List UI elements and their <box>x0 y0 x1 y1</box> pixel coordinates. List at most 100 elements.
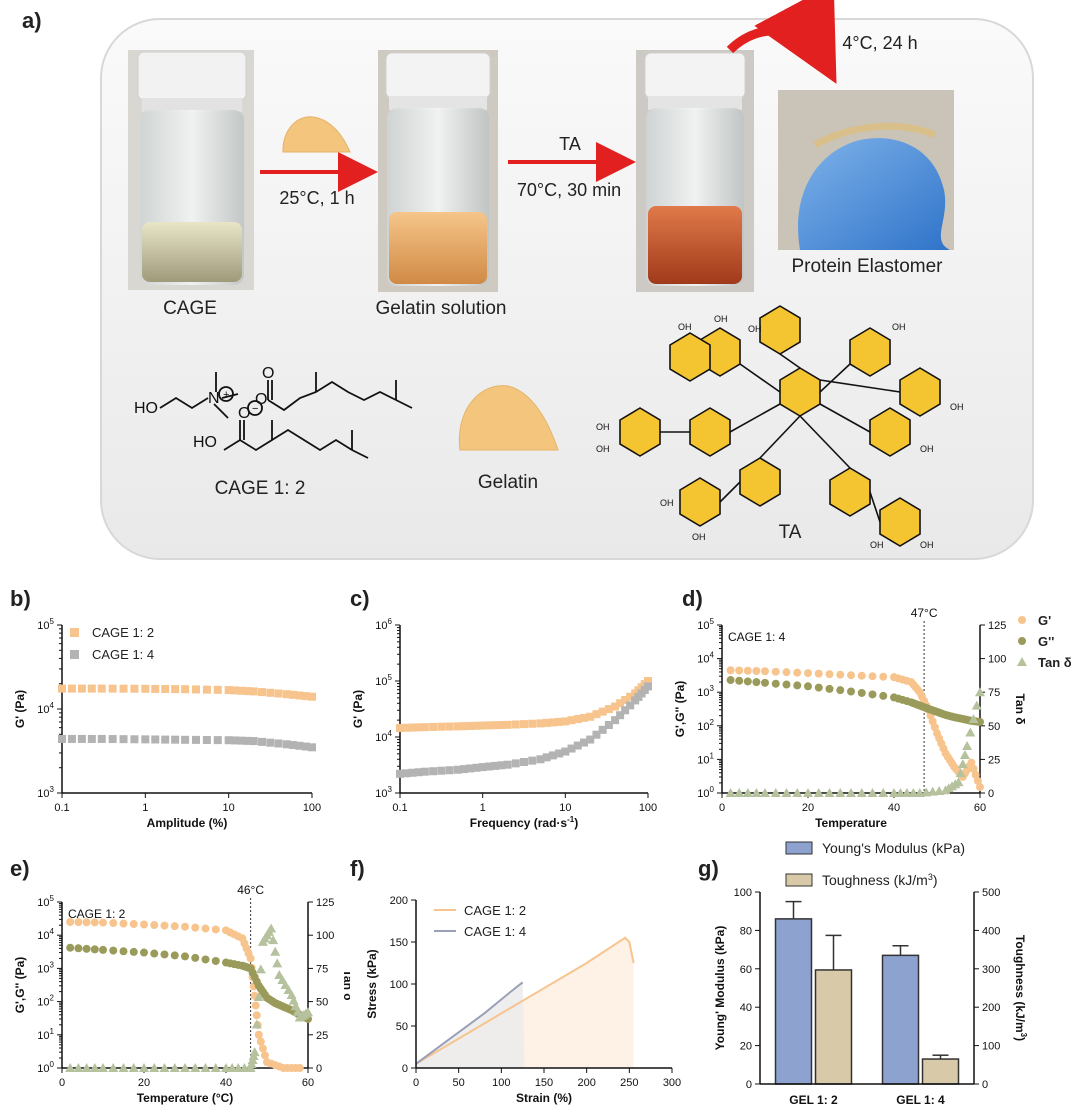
y2-tick-label: 0 <box>316 1063 322 1075</box>
x-axis-label: Frequency (rad·s-1) <box>470 815 578 830</box>
y-tick-label: 103 <box>375 785 392 800</box>
data-point <box>725 788 736 797</box>
data-point <box>66 943 75 952</box>
data-point <box>74 944 83 953</box>
data-point <box>460 765 469 774</box>
data-point <box>224 686 233 695</box>
data-point <box>396 769 404 778</box>
data-point <box>743 666 752 675</box>
data-point <box>67 734 76 743</box>
data-point <box>771 679 780 688</box>
data-point <box>726 666 735 675</box>
y-tick-label: 0 <box>402 1063 408 1075</box>
data-point <box>542 718 551 727</box>
data-point <box>445 766 454 775</box>
y2-tick-label: 125 <box>988 620 1006 632</box>
protein-elastomer-photo <box>778 90 954 250</box>
data-point <box>190 1063 201 1072</box>
data-point <box>971 700 982 710</box>
y-tick-label: 20 <box>740 1041 752 1053</box>
data-point <box>592 710 601 719</box>
x-tick-label: 60 <box>302 1077 314 1089</box>
x-tick-label: 0 <box>719 802 725 814</box>
data-point <box>118 1063 129 1072</box>
data-point <box>847 687 855 696</box>
y-tick-label: 103 <box>697 684 714 699</box>
data-point <box>726 676 735 685</box>
data-point <box>542 753 551 762</box>
x-tick-label: 0 <box>413 1077 419 1089</box>
data-point <box>867 788 878 797</box>
data-point <box>453 722 462 731</box>
data-point <box>752 678 761 687</box>
data-point <box>67 684 76 693</box>
data-point <box>466 721 475 730</box>
x-tick-label: 10 <box>223 802 235 814</box>
data-point <box>201 924 210 933</box>
data-point <box>211 957 220 966</box>
y2-tick-label: 25 <box>316 1030 328 1042</box>
y-tick-label: 101 <box>37 1027 54 1042</box>
arrow-step-3 <box>726 0 837 84</box>
data-point <box>793 668 802 677</box>
y-tick-label: 104 <box>697 651 714 666</box>
data-point <box>201 955 210 964</box>
data-point <box>771 667 780 676</box>
x-axis-label: Amplitude (%) <box>147 816 228 830</box>
panel-label-b: b) <box>10 586 31 611</box>
data-point <box>792 788 803 797</box>
y2-tick-label: 50 <box>316 997 328 1009</box>
y-tick-label: 50 <box>396 1021 408 1033</box>
data-point <box>274 689 283 698</box>
data-point <box>160 921 169 930</box>
data-point <box>73 1063 84 1072</box>
data-point <box>846 788 856 797</box>
data-point <box>108 1063 119 1072</box>
data-point <box>429 722 438 731</box>
x-tick-label: GEL 1: 2 <box>789 1093 838 1107</box>
data-point <box>266 738 275 747</box>
data-point <box>77 734 86 743</box>
data-point <box>466 764 475 773</box>
data-point <box>953 777 964 787</box>
data-point <box>478 721 487 730</box>
data-point <box>81 1063 92 1072</box>
data-point <box>735 666 744 675</box>
data-point <box>202 736 211 745</box>
svg-text:O: O <box>238 405 250 422</box>
bar <box>774 918 813 1085</box>
data-point <box>975 687 985 697</box>
data-point <box>66 917 75 926</box>
y2-tick-label: 100 <box>988 654 1006 666</box>
svg-text:OH: OH <box>692 532 706 542</box>
chart-annotation: CAGE 1: 4 <box>728 630 786 644</box>
data-point <box>804 669 812 678</box>
product-label: Protein Elastomer <box>791 256 943 277</box>
panel-label-f: f) <box>350 856 365 881</box>
data-point <box>82 944 91 953</box>
data-point <box>108 735 117 744</box>
data-point <box>139 1063 149 1072</box>
data-point <box>90 945 99 954</box>
data-point <box>151 735 160 744</box>
data-point <box>282 690 291 699</box>
svg-text:OH: OH <box>892 322 906 332</box>
data-point <box>957 759 968 769</box>
data-point <box>604 720 613 729</box>
data-point <box>97 734 106 743</box>
scheme-drawing: HO HO N O O O + − OH OH <box>128 0 964 550</box>
data-point <box>621 695 630 704</box>
data-point <box>181 685 190 694</box>
legend-swatch <box>70 628 79 637</box>
legend-swatch <box>785 841 813 855</box>
data-point <box>89 1063 100 1072</box>
data-point <box>211 925 220 934</box>
data-point <box>130 735 139 744</box>
data-point <box>258 1044 267 1053</box>
data-point <box>825 684 834 693</box>
data-point <box>272 958 283 968</box>
data-point <box>74 918 83 927</box>
bar <box>881 954 920 1085</box>
ta-oh-labels: OH OH OH OH OH OH OH OH OH OH OH OH <box>596 314 964 550</box>
